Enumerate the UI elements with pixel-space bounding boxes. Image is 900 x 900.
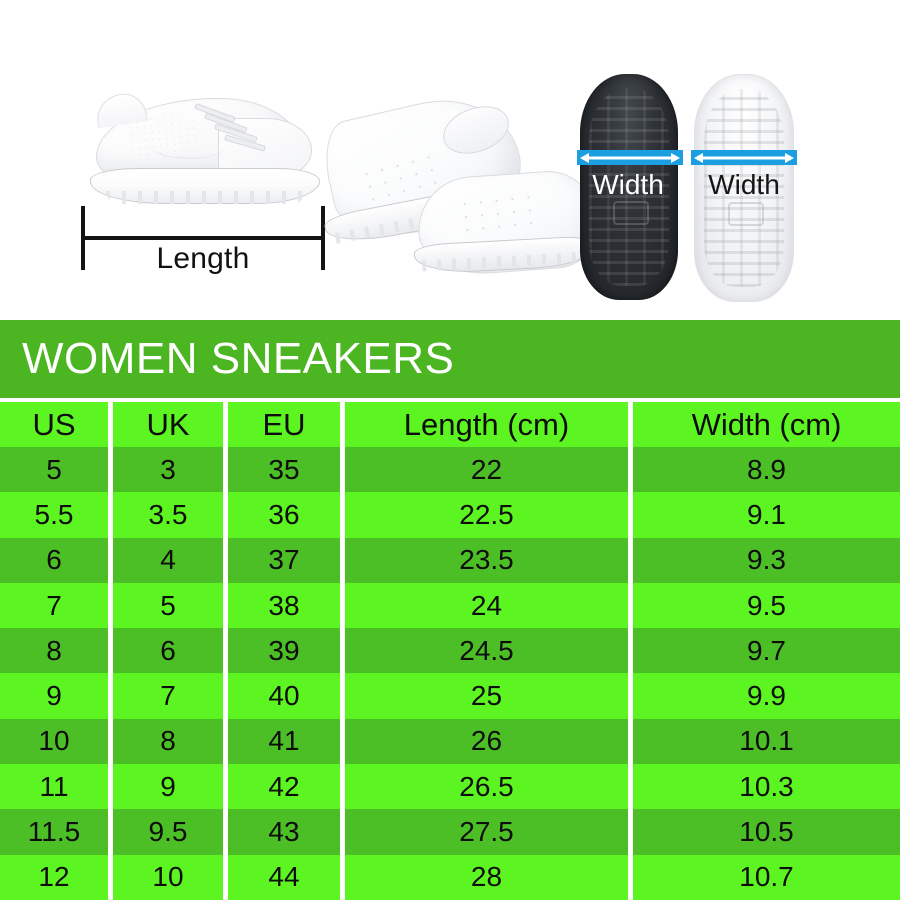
cell-us: 5 xyxy=(0,447,113,493)
cell-length: 22 xyxy=(345,447,633,493)
cell-eu: 39 xyxy=(228,628,345,674)
shoe-sole-light-icon xyxy=(694,74,794,302)
cell-uk: 6 xyxy=(113,628,228,674)
cell-width: 10.3 xyxy=(633,764,900,810)
cell-eu: 35 xyxy=(228,447,345,493)
cell-uk: 3 xyxy=(113,447,228,493)
column-header-us: US xyxy=(0,402,113,447)
cell-width: 10.1 xyxy=(633,718,900,765)
cell-us: 10 xyxy=(0,718,113,765)
cell-eu: 37 xyxy=(228,537,345,583)
size-chart-table: US UK EU Length (cm) Width (cm) 5 3 35 22 8.… xyxy=(0,402,900,900)
cell-us: 11.5 xyxy=(0,809,113,855)
cell-us: 8 xyxy=(0,628,113,674)
cell-eu: 41 xyxy=(228,718,345,765)
product-illustration-band: Length xyxy=(0,0,900,320)
cell-uk: 9 xyxy=(113,764,228,810)
cell-uk: 10 xyxy=(113,854,228,900)
cell-length: 26 xyxy=(345,718,633,765)
cell-us: 5.5 xyxy=(0,492,113,538)
cell-length: 25 xyxy=(345,673,633,719)
column-header-eu: EU xyxy=(228,402,345,447)
cell-length: 24 xyxy=(345,582,633,629)
white-sneaker-side-view-icon xyxy=(90,88,320,206)
cell-uk: 8 xyxy=(113,718,228,765)
width-arrow-dark-sole-icon xyxy=(577,150,683,165)
cell-eu: 42 xyxy=(228,764,345,810)
chart-title-bar: WOMEN SNEAKERS xyxy=(0,320,900,398)
cell-length: 28 xyxy=(345,854,633,900)
chart-title: WOMEN SNEAKERS xyxy=(22,334,455,383)
column-header-length: Length (cm) xyxy=(345,402,633,447)
table-row: 7 5 38 24 9.5 xyxy=(0,582,900,629)
table-row: 8 6 39 24.5 9.7 xyxy=(0,628,900,674)
cell-length: 23.5 xyxy=(345,537,633,583)
cell-us: 7 xyxy=(0,582,113,629)
cell-width: 9.1 xyxy=(633,492,900,538)
cell-us: 6 xyxy=(0,537,113,583)
side-view-shoe-group: Length xyxy=(78,88,328,278)
cell-width: 10.5 xyxy=(633,809,900,855)
column-header-width: Width (cm) xyxy=(633,402,900,447)
cell-uk: 4 xyxy=(113,537,228,583)
length-measure-label: Length xyxy=(156,242,250,275)
table-row: 5.5 3.5 36 22.5 9.1 xyxy=(0,492,900,538)
size-chart-body: 5 3 35 22 8.9 5.5 3.5 36 22.5 9.1 6 4 37 23.5 9.3 7 5 38 2… xyxy=(0,447,900,900)
cell-uk: 3.5 xyxy=(113,492,228,538)
cell-eu: 43 xyxy=(228,809,345,855)
table-row: 12 10 44 28 10.7 xyxy=(0,854,900,900)
width-measure-label-dark: Width xyxy=(592,169,664,200)
length-measurement-bracket: Length xyxy=(78,206,328,278)
cell-uk: 7 xyxy=(113,673,228,719)
cell-length: 22.5 xyxy=(345,492,633,538)
cell-eu: 38 xyxy=(228,582,345,629)
sneaker-pair-angled-icon xyxy=(316,70,600,286)
column-header-uk: UK xyxy=(113,402,228,447)
table-row: 11.5 9.5 43 27.5 10.5 xyxy=(0,809,900,855)
cell-width: 9.7 xyxy=(633,628,900,674)
width-arrow-light-sole-icon xyxy=(691,150,797,165)
table-row: 9 7 40 25 9.9 xyxy=(0,673,900,719)
cell-uk: 5 xyxy=(113,582,228,629)
cell-us: 9 xyxy=(0,673,113,719)
table-row: 10 8 41 26 10.1 xyxy=(0,718,900,765)
table-row: 5 3 35 22 8.9 xyxy=(0,447,900,493)
cell-us: 12 xyxy=(0,854,113,900)
table-row: 11 9 42 26.5 10.3 xyxy=(0,764,900,810)
cell-eu: 44 xyxy=(228,854,345,900)
shoe-soles-width-group: Width Width xyxy=(577,74,798,302)
cell-width: 9.5 xyxy=(633,582,900,629)
width-measure-label-light: Width xyxy=(708,169,780,200)
table-header-row: US UK EU Length (cm) Width (cm) xyxy=(0,402,900,447)
cell-width: 8.9 xyxy=(633,447,900,493)
cell-length: 26.5 xyxy=(345,764,633,810)
cell-width: 10.7 xyxy=(633,854,900,900)
cell-eu: 40 xyxy=(228,673,345,719)
shoe-sole-dark-icon xyxy=(580,74,678,300)
cell-length: 24.5 xyxy=(345,628,633,674)
cell-width: 9.9 xyxy=(633,673,900,719)
table-row: 6 4 37 23.5 9.3 xyxy=(0,537,900,583)
cell-length: 27.5 xyxy=(345,809,633,855)
cell-eu: 36 xyxy=(228,492,345,538)
cell-uk: 9.5 xyxy=(113,809,228,855)
cell-us: 11 xyxy=(0,764,113,810)
cell-width: 9.3 xyxy=(633,537,900,583)
